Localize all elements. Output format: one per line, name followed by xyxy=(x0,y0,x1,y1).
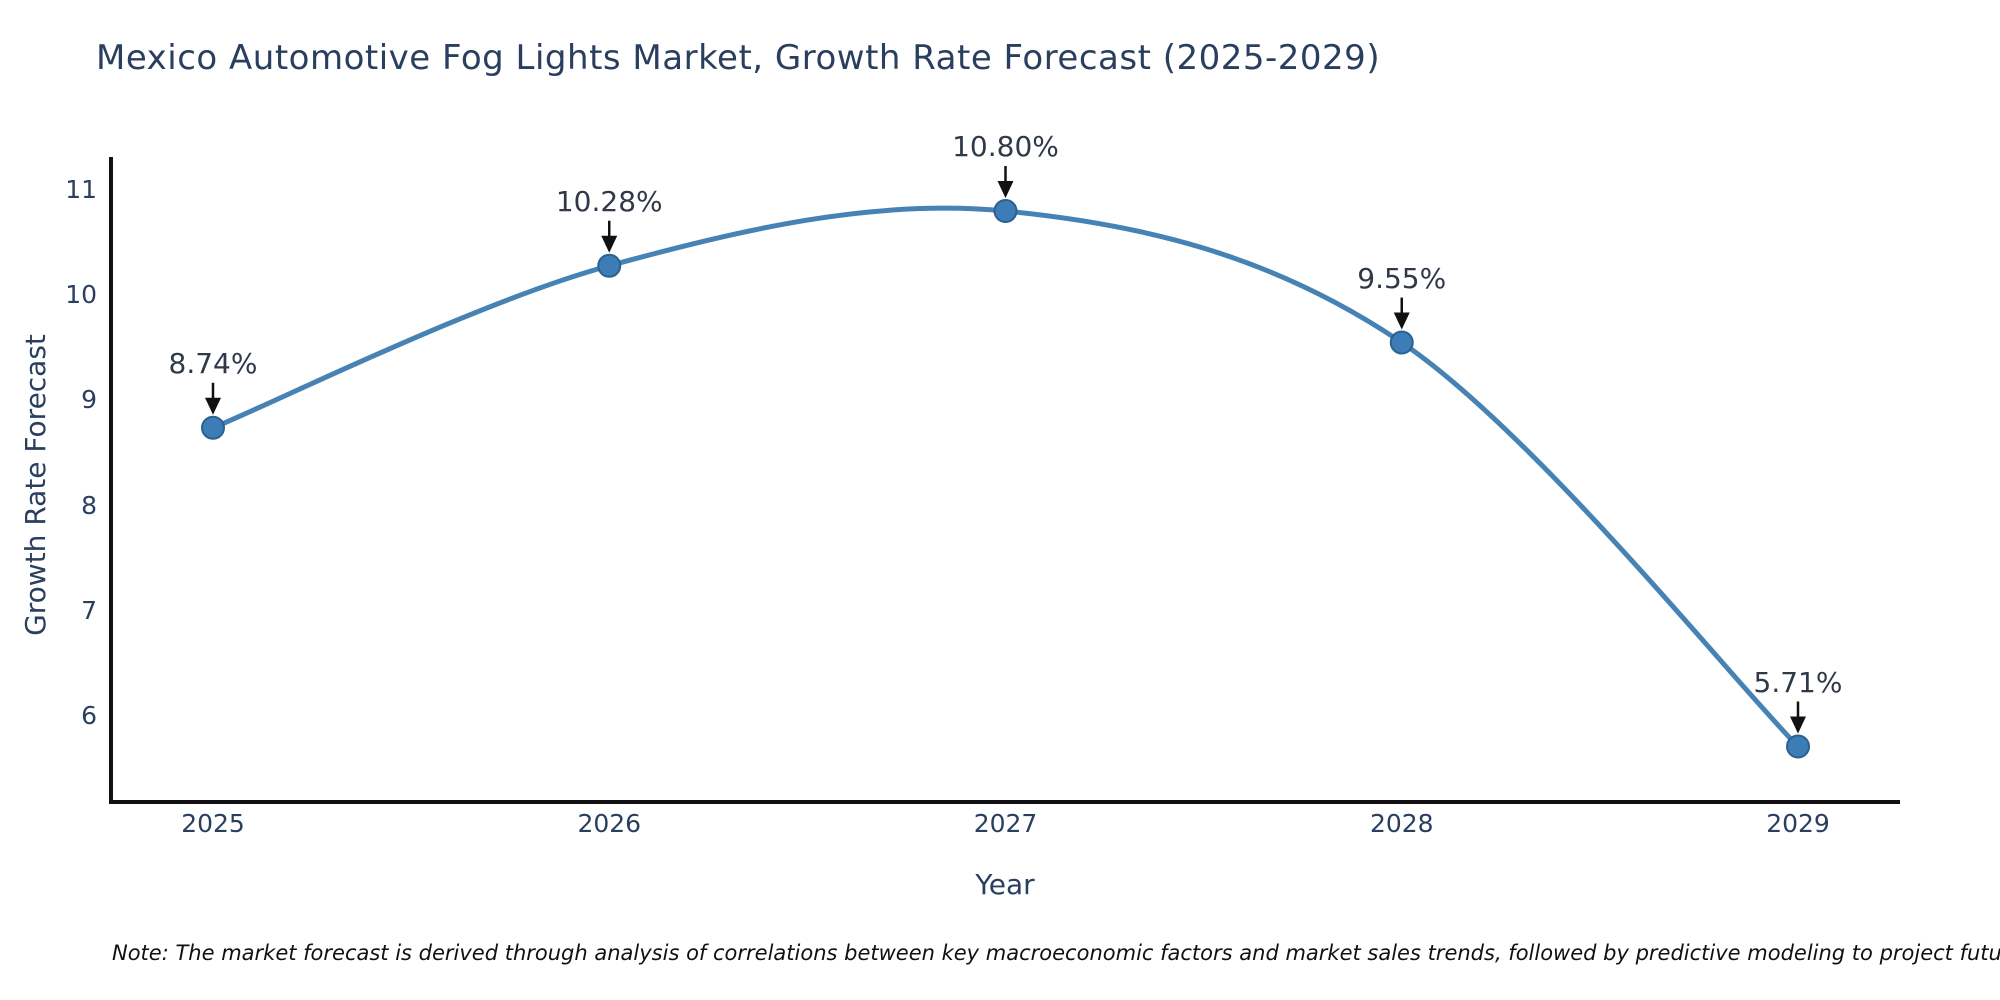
data-point-label: 10.80% xyxy=(952,130,1059,164)
y-tick-label: 9 xyxy=(81,385,97,415)
marker-point xyxy=(201,415,225,440)
annotation-arrowhead xyxy=(1790,716,1806,734)
y-tick-label: 8 xyxy=(81,490,97,520)
footnote: Note: The market forecast is derived thr… xyxy=(112,941,2000,965)
marker-point xyxy=(597,253,622,278)
x-axis-title: Year xyxy=(975,868,1035,901)
y-tick-label: 11 xyxy=(65,175,97,204)
forecast-spline-line xyxy=(212,205,1800,749)
annotation-arrowhead xyxy=(997,181,1014,199)
x-tick-label: 2025 xyxy=(181,809,245,838)
annotation-arrowhead xyxy=(1393,312,1410,330)
y-tick-label: 10 xyxy=(65,280,97,310)
annotation-arrowhead xyxy=(205,397,221,415)
y-tick-label: 7 xyxy=(81,595,97,625)
marker-point xyxy=(1786,734,1810,759)
y-tick-label: 6 xyxy=(81,701,97,730)
data-point-label: 5.71% xyxy=(1753,665,1843,699)
marker-point xyxy=(1389,330,1414,355)
x-tick-label: 2027 xyxy=(973,809,1038,838)
annotation-arrowhead xyxy=(601,235,618,253)
chart-title: Mexico Automotive Fog Lights Market, Gro… xyxy=(96,38,1381,78)
data-point-label: 10.28% xyxy=(555,184,663,218)
data-point-label: 8.74% xyxy=(168,346,258,380)
marker-point xyxy=(993,199,1018,224)
x-tick-label: 2028 xyxy=(1369,809,1434,838)
data-point-label: 9.55% xyxy=(1357,261,1447,295)
x-tick-label: 2029 xyxy=(1766,809,1830,838)
x-tick-label: 2026 xyxy=(577,809,642,838)
